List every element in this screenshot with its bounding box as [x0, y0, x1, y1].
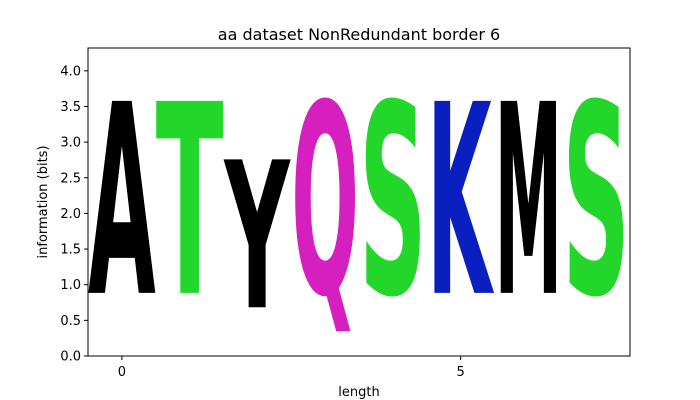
- x-tick-label: 0: [118, 365, 126, 380]
- y-tick-label: 1.0: [60, 278, 81, 293]
- logo-letter-q: Q: [291, 48, 359, 355]
- logo-letter-s: S: [359, 49, 427, 355]
- y-tick-label: 2.5: [60, 171, 81, 186]
- y-tick-label: 0.5: [60, 314, 81, 329]
- y-tick-label: 3.0: [60, 136, 81, 151]
- logo-letter-k: K: [427, 50, 495, 356]
- plot-frame: [87, 47, 631, 357]
- logo-letter-a: A: [88, 50, 156, 356]
- logo-letter-y: Y: [223, 120, 291, 356]
- x-axis-title: length: [338, 385, 379, 400]
- logo-letter-s: S: [562, 49, 630, 355]
- y-tick-label: 4.0: [60, 64, 81, 79]
- y-tick-label: 3.5: [60, 100, 81, 115]
- y-tick-label: 0.0: [60, 350, 81, 365]
- chart-title: aa dataset NonRedundant border 6: [218, 25, 500, 44]
- y-axis-title: information (bits): [36, 145, 51, 258]
- logo-letter-m: M: [495, 50, 563, 355]
- y-tick-label: 1.5: [60, 243, 81, 258]
- y-tick-label: 2.0: [60, 207, 81, 222]
- y-axis: 0.0 0.5 1.0 1.5 2.0 2.5 3.0 3.5 4.0: [60, 64, 88, 365]
- x-tick-label: 5: [456, 365, 464, 380]
- logo-letter-t: T: [156, 48, 224, 355]
